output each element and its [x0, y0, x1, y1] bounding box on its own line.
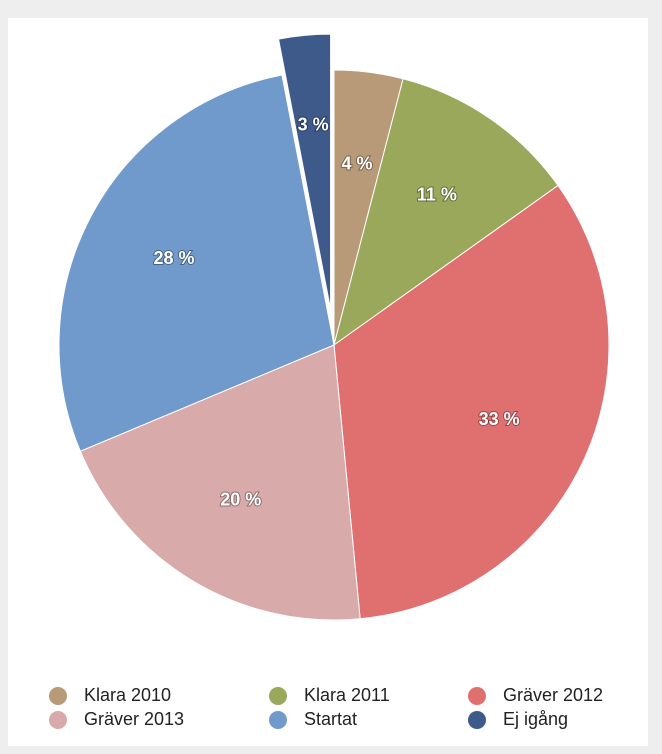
data-label: 20 %	[220, 489, 261, 509]
data-label: 28 %	[154, 248, 195, 268]
legend-marker	[49, 687, 67, 705]
legend-marker	[269, 687, 287, 705]
data-label: 11 %	[417, 184, 457, 204]
pie-slice	[333, 184, 610, 620]
legend-label: Ej igång	[503, 709, 568, 729]
legend-label: Startat	[304, 709, 357, 729]
pie-slice	[333, 78, 559, 347]
legend-marker	[468, 711, 486, 729]
legend-label: Gräver 2013	[84, 709, 184, 729]
pie-slice	[277, 33, 332, 310]
pie-slice	[79, 344, 361, 621]
data-label: 3 %	[298, 115, 329, 135]
legend-label: Klara 2011	[304, 685, 390, 705]
data-label: 33 %	[479, 409, 520, 429]
legend-label: Gräver 2012	[503, 685, 603, 705]
legend-marker	[468, 687, 486, 705]
legend-label: Klara 2010	[84, 685, 171, 705]
legend-marker	[49, 711, 67, 729]
legend-marker	[269, 711, 287, 729]
pie-slice	[58, 74, 335, 452]
data-label: 4 %	[341, 154, 372, 174]
